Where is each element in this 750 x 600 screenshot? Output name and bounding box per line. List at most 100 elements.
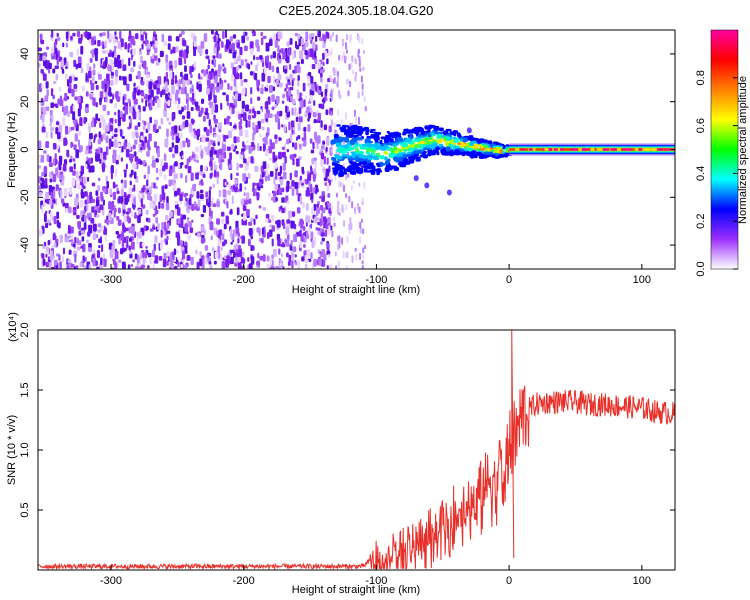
heatmap-noise-cell — [114, 102, 117, 109]
heatmap-noise-cell — [250, 236, 253, 240]
heatmap-noise-cell — [357, 116, 360, 125]
heatmap-noise-cell — [183, 105, 187, 111]
heatmap-signal-cell — [432, 142, 438, 146]
heatmap-noise-cell — [186, 231, 189, 235]
heatmap-noise-cell — [208, 207, 211, 216]
heatmap-signal-cell — [348, 165, 352, 169]
heatmap-signal-cell — [354, 144, 359, 148]
heatmap-noise-cell — [322, 167, 326, 173]
heatmap-noise-cell — [76, 214, 80, 219]
heatmap-noise-cell — [191, 203, 195, 211]
heatmap-noise-cell — [314, 59, 318, 63]
heatmap-carrier-band — [575, 148, 580, 151]
heatmap-noise-cell — [170, 49, 173, 55]
heatmap-noise-cell — [98, 131, 101, 138]
heatmap-noise-cell — [114, 118, 117, 124]
heatmap-noise-cell — [164, 102, 167, 111]
heatmap-noise-cell — [218, 64, 222, 73]
heatmap-noise-cell — [66, 264, 70, 269]
heatmap-noise-cell — [260, 31, 263, 37]
heatmap-noise-cell — [159, 243, 163, 250]
heatmap-noise-cell — [189, 194, 193, 198]
heatmap-noise-cell — [279, 179, 284, 186]
heatmap-noise-cell — [309, 138, 313, 144]
heatmap-carrier-band — [528, 148, 533, 151]
heatmap-noise-cell — [83, 116, 87, 124]
heatmap-noise-cell — [148, 81, 153, 87]
heatmap-noise-cell — [175, 132, 179, 137]
heatmap-noise-cell — [132, 206, 136, 210]
heatmap-noise-cell — [50, 266, 55, 269]
heatmap-carrier-band — [634, 148, 639, 151]
heatmap-signal-cell — [446, 189, 452, 196]
heatmap-noise-cell — [117, 117, 121, 127]
heatmap-noise-cell — [267, 75, 271, 84]
heatmap-signal-cell — [417, 128, 422, 133]
heatmap-noise-cell — [80, 210, 83, 218]
heatmap-noise-cell — [239, 163, 244, 168]
heatmap-noise-cell — [229, 121, 232, 127]
heatmap-noise-cell — [187, 165, 192, 174]
heatmap-noise-cell — [171, 113, 175, 122]
heatmap-noise-cell — [138, 51, 143, 56]
heatmap-noise-cell — [182, 140, 186, 148]
heatmap-noise-cell — [89, 191, 93, 200]
heatmap-noise-cell — [214, 75, 218, 84]
heatmap-signal-cell — [402, 142, 408, 148]
colorbar-tick-label: 0.2 — [695, 214, 707, 229]
heatmap-signal-cell — [345, 133, 351, 138]
heatmap-noise-cell — [155, 217, 159, 224]
heatmap-noise-cell — [124, 247, 127, 252]
heatmap-noise-cell — [278, 187, 283, 196]
heatmap-signal-cell — [480, 153, 485, 157]
heatmap-noise-cell — [133, 151, 137, 157]
heatmap-noise-cell — [107, 52, 112, 58]
heatmap-noise-cell — [139, 231, 143, 238]
heatmap-signal-cell — [466, 127, 472, 134]
heatmap-signal-cell — [398, 156, 403, 162]
heatmap-noise-cell — [44, 95, 49, 102]
heatmap-noise-cell — [287, 82, 291, 86]
heatmap-noise-cell — [307, 75, 310, 82]
heatmap-noise-cell — [281, 197, 285, 203]
heatmap-noise-cell — [42, 258, 46, 266]
heatmap-x-tick-label: -200 — [233, 274, 255, 286]
heatmap-noise-cell — [152, 99, 155, 107]
heatmap-noise-cell — [128, 73, 132, 82]
heatmap-noise-cell — [260, 87, 264, 95]
heatmap-noise-cell — [110, 72, 115, 76]
heatmap-signal-cell — [364, 146, 368, 149]
heatmap-noise-cell — [256, 110, 261, 115]
heatmap-noise-cell — [129, 105, 133, 114]
heatmap-noise-cell — [271, 142, 275, 150]
heatmap-noise-cell — [244, 129, 249, 138]
heatmap-noise-cell — [46, 89, 49, 97]
heatmap-noise-cell — [41, 204, 44, 213]
heatmap-noise-cell — [231, 74, 234, 82]
heatmap-noise-cell — [97, 185, 101, 192]
heatmap-noise-cell — [144, 252, 148, 259]
heatmap-noise-cell — [66, 38, 69, 42]
heatmap-noise-cell — [216, 200, 220, 208]
heatmap-noise-cell — [49, 222, 52, 226]
heatmap-noise-cell — [45, 222, 49, 229]
heatmap-signal-cell — [392, 143, 398, 147]
heatmap-noise-cell — [154, 33, 158, 40]
heatmap-noise-cell — [291, 251, 294, 261]
heatmap-noise-cell — [165, 93, 169, 100]
heatmap-noise-cell — [359, 221, 362, 229]
heatmap-noise-cell — [196, 159, 199, 164]
heatmap-noise-cell — [102, 45, 105, 50]
heatmap-noise-cell — [247, 172, 251, 180]
snr-series-line — [38, 330, 675, 570]
heatmap-noise-cell — [330, 48, 333, 56]
heatmap-noise-cell — [157, 222, 160, 231]
heatmap-noise-cell — [174, 125, 178, 134]
heatmap-noise-cell — [361, 90, 364, 96]
heatmap-noise-cell — [104, 98, 108, 103]
heatmap-noise-cell — [262, 171, 265, 178]
heatmap-noise-cell — [319, 74, 323, 79]
heatmap-noise-cell — [292, 77, 296, 82]
heatmap-noise-cell — [262, 254, 266, 262]
heatmap-noise-cell — [335, 68, 338, 77]
